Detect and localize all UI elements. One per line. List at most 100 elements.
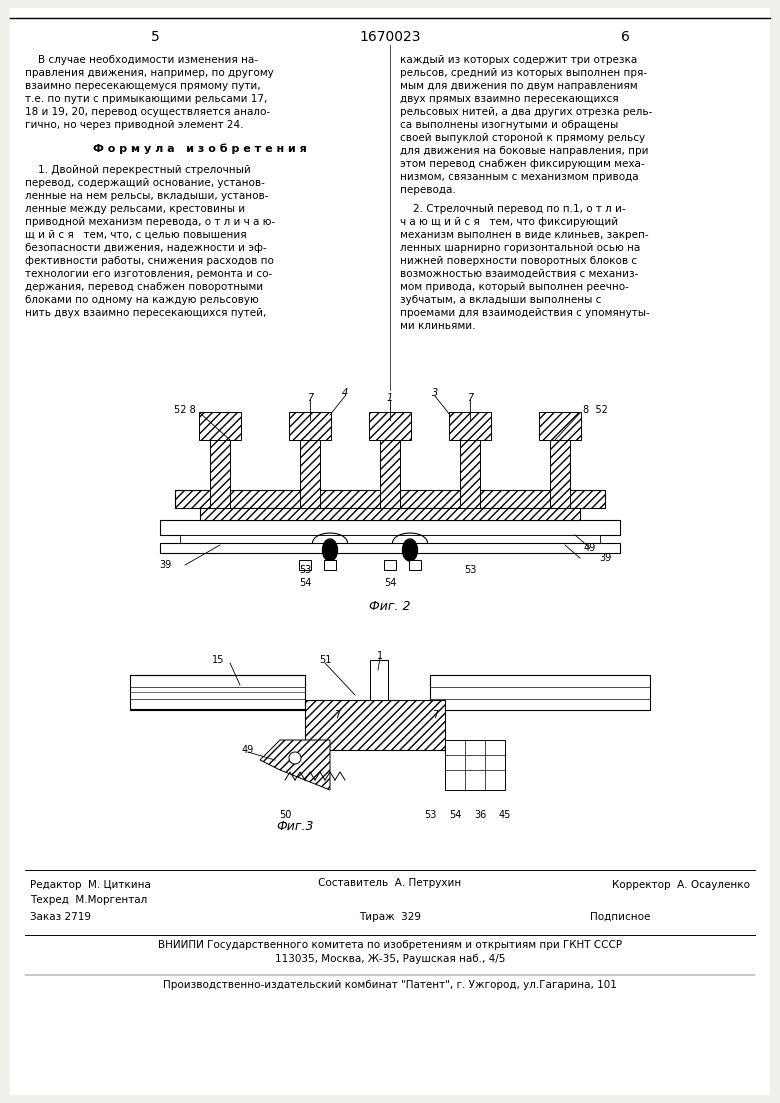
Circle shape [289,752,301,764]
Text: 39: 39 [599,553,611,563]
Text: гично, но через приводной элемент 24.: гично, но через приводной элемент 24. [25,120,243,130]
Text: этом перевод снабжен фиксирующим меха-: этом перевод снабжен фиксирующим меха- [400,159,644,169]
Text: 53: 53 [299,565,311,575]
Text: рельсовых нитей, а два других отрезка рель-: рельсовых нитей, а два других отрезка ре… [400,107,652,117]
Text: 1: 1 [377,651,383,661]
Text: 54: 54 [448,810,461,820]
Bar [160,543,620,553]
Text: 50: 50 [278,810,291,820]
Text: 52 8: 52 8 [174,405,196,415]
Text: 18 и 19, 20, перевод осуществляется анало-: 18 и 19, 20, перевод осуществляется анал… [25,107,270,117]
Text: правления движения, например, по другому: правления движения, например, по другому [25,68,274,78]
Text: 45: 45 [499,810,511,820]
Text: перевод, содержащий основание, установ-: перевод, содержащий основание, установ- [25,178,265,188]
Text: нижней поверхности поворотных блоков с: нижней поверхности поворотных блоков с [400,256,637,266]
Text: ленные между рельсами, крестовины и: ленные между рельсами, крестовины и [25,204,245,214]
Text: Составитель  А. Петрухин: Составитель А. Петрухин [318,878,462,888]
Bar [445,740,505,790]
Bar [380,440,400,508]
Text: В случае необходимости изменения на-: В случае необходимости изменения на- [25,55,258,65]
Bar [430,675,650,710]
Text: 7: 7 [467,393,473,403]
Bar [409,560,421,570]
Text: Производственно-издательский комбинат "Патент", г. Ужгород, ул.Гагарина, 101: Производственно-издательский комбинат "П… [163,979,617,990]
Text: перевода.: перевода. [400,185,456,195]
Text: 4: 4 [342,388,348,398]
Text: 5: 5 [151,30,159,44]
Text: 6: 6 [621,30,629,44]
Text: 8  52: 8 52 [583,405,608,415]
Bar [289,413,331,440]
Text: возможностью взаимодействия с механиз-: возможностью взаимодействия с механиз- [400,269,638,279]
Text: Заказ 2719: Заказ 2719 [30,912,91,922]
Text: зубчатым, а вкладыши выполнены с: зубчатым, а вкладыши выполнены с [400,295,601,306]
Text: низмом, связанным с механизмом привода: низмом, связанным с механизмом привода [400,172,639,182]
Text: 1. Двойной перекрестный стрелочный: 1. Двойной перекрестный стрелочный [25,165,250,175]
Text: механизм выполнен в виде клиньев, закреп-: механизм выполнен в виде клиньев, закреп… [400,231,649,240]
Ellipse shape [322,539,338,561]
Text: ленные на нем рельсы, вкладыши, установ-: ленные на нем рельсы, вкладыши, установ- [25,191,268,201]
Text: каждый из которых содержит три отрезка: каждый из которых содержит три отрезка [400,55,637,65]
Text: са выполнены изогнутыми и обращены: са выполнены изогнутыми и обращены [400,120,619,130]
Text: 7: 7 [334,710,340,720]
Text: ВНИИПИ Государственного комитета по изобретениям и открытиям при ГКНТ СССР: ВНИИПИ Государственного комитета по изоб… [158,940,622,950]
Bar [160,520,620,535]
Text: 54: 54 [299,578,311,588]
Text: Подписное: Подписное [590,912,651,922]
Text: приводной механизм перевода, о т л и ч а ю-: приводной механизм перевода, о т л и ч а… [25,217,275,227]
Text: блоками по одному на каждую рельсовую: блоками по одному на каждую рельсовую [25,295,259,306]
Bar [175,490,605,508]
Text: Фиг. 2: Фиг. 2 [369,600,411,613]
Bar [199,413,241,440]
Text: 7: 7 [307,393,313,403]
Text: ленных шарнирно горизонтальной осью на: ленных шарнирно горизонтальной осью на [400,243,640,253]
Bar [370,660,388,700]
Text: 1670023: 1670023 [360,30,420,44]
Text: т.е. по пути с примыкающими рельсами 17,: т.е. по пути с примыкающими рельсами 17, [25,94,268,104]
Text: двух прямых взаимно пересекающихся: двух прямых взаимно пересекающихся [400,94,619,104]
Bar [324,560,336,570]
Text: 54: 54 [384,578,396,588]
Bar [384,560,396,570]
Bar [200,508,580,520]
Text: 36: 36 [474,810,486,820]
Ellipse shape [402,539,417,561]
Text: 53: 53 [464,565,476,575]
Text: 7: 7 [432,710,438,720]
Text: нить двух взаимно пересекающихся путей,: нить двух взаимно пересекающихся путей, [25,308,267,318]
Text: 15: 15 [212,655,224,665]
Text: держания, перевод снабжен поворотными: держания, перевод снабжен поворотными [25,282,263,292]
Text: 1: 1 [387,393,393,403]
Bar [180,535,600,543]
Text: ми клиньями.: ми клиньями. [400,321,476,331]
Bar [210,440,230,508]
Text: для движения на боковые направления, при: для движения на боковые направления, при [400,146,648,156]
Text: безопасности движения, надежности и эф-: безопасности движения, надежности и эф- [25,243,267,253]
Text: 49: 49 [584,543,596,553]
Bar [300,440,320,508]
Text: Тираж  329: Тираж 329 [359,912,421,922]
Bar [299,560,311,570]
Text: 3: 3 [432,388,438,398]
Text: 53: 53 [424,810,436,820]
Text: 113035, Москва, Ж-35, Раушская наб., 4/5: 113035, Москва, Ж-35, Раушская наб., 4/5 [275,954,505,964]
Text: 39: 39 [159,560,171,570]
Text: Корректор  А. Осауленко: Корректор А. Осауленко [612,880,750,890]
Text: Ф о р м у л а   и з о б р е т е н и я: Ф о р м у л а и з о б р е т е н и я [93,143,307,153]
Bar [130,675,305,710]
Polygon shape [260,740,330,790]
Text: ч а ю щ и й с я   тем, что фиксирующий: ч а ю щ и й с я тем, что фиксирующий [400,217,618,227]
Text: фективности работы, снижения расходов по: фективности работы, снижения расходов по [25,256,274,266]
Text: мым для движения по двум направлениям: мым для движения по двум направлениям [400,81,637,92]
Bar [539,413,581,440]
Text: рельсов, средний из которых выполнен пря-: рельсов, средний из которых выполнен пря… [400,68,647,78]
Bar [305,700,445,750]
Text: 2. Стрелочный перевод по п.1, о т л и-: 2. Стрелочный перевод по п.1, о т л и- [400,204,626,214]
Bar [460,440,480,508]
Text: Редактор  М. Циткина: Редактор М. Циткина [30,880,151,890]
Text: щ и й с я   тем, что, с целью повышения: щ и й с я тем, что, с целью повышения [25,231,246,240]
Text: технологии его изготовления, ремонта и со-: технологии его изготовления, ремонта и с… [25,269,272,279]
Text: 49: 49 [242,745,254,754]
Bar [449,413,491,440]
Bar [550,440,570,508]
